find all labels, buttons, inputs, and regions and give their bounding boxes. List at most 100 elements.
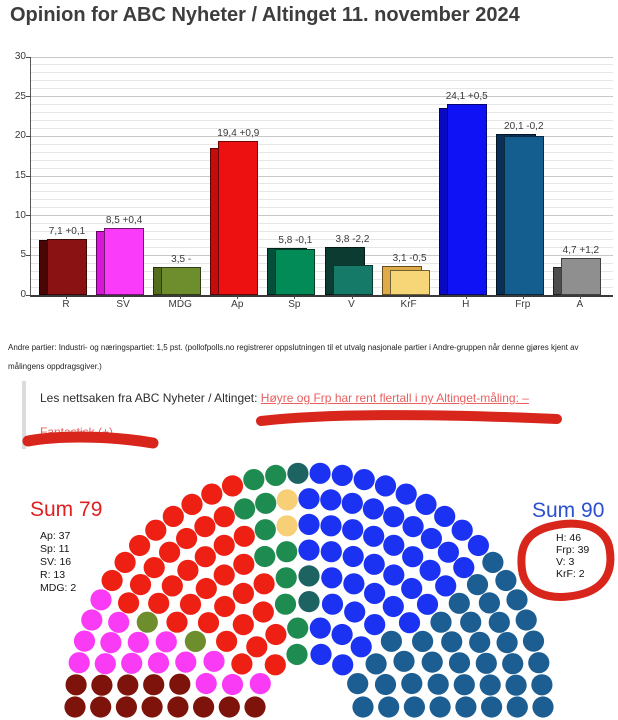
y-axis-tick: [26, 175, 31, 177]
seat-H: [382, 595, 404, 618]
seat-Ap: [179, 593, 202, 615]
right-bloc-item: V: 3: [556, 556, 575, 568]
seat-H: [321, 593, 344, 615]
seat-H: [343, 573, 365, 595]
seat-Sp: [274, 593, 297, 615]
seat-SV: [249, 673, 271, 695]
seat-Frp: [515, 609, 537, 631]
seat-H: [416, 593, 439, 615]
seat-H: [420, 527, 442, 550]
seat-H: [341, 492, 363, 514]
seat-Frp: [429, 696, 451, 718]
seat-SV: [81, 609, 103, 631]
seat-Ap: [162, 505, 184, 527]
seat-Ap: [231, 653, 253, 675]
seat-Frp: [475, 652, 497, 674]
seat-H: [383, 534, 405, 556]
gridline-major: [31, 215, 613, 217]
seat-Ap: [118, 592, 140, 614]
gridline-minor: [31, 167, 613, 169]
bar-H-current: [446, 103, 487, 295]
left-bloc-item: SV: 16: [40, 556, 72, 568]
seat-Frp: [495, 569, 517, 592]
gridline-minor: [31, 270, 613, 272]
seat-Frp: [528, 652, 550, 674]
y-axis-label: 5: [20, 249, 26, 261]
gridline-minor: [31, 199, 613, 201]
seat-Ap: [197, 612, 220, 634]
seat-H: [362, 498, 384, 520]
article-link-line1[interactable]: Høyre og Frp har rent flertall i ny Alti…: [260, 391, 529, 405]
left-bloc-item: MDG: 2: [40, 582, 77, 594]
seat-SV: [90, 589, 112, 611]
seat-Ap: [253, 573, 275, 595]
seat-Frp: [455, 696, 477, 718]
seat-Frp: [448, 652, 471, 674]
bar-Sp-current: [275, 249, 316, 295]
seat-Frp: [505, 674, 527, 696]
gridline-minor: [31, 80, 613, 82]
bar-value-label-R: 7,1 +0,1: [48, 225, 86, 237]
seat-H: [332, 654, 354, 676]
right-bloc-sum: Sum 90: [532, 499, 605, 522]
footnote-text: Andre partier: Industri- og næringsparti…: [8, 343, 579, 371]
seat-Ap: [194, 546, 216, 568]
seat-Frp: [365, 653, 387, 675]
seat-SV: [203, 650, 225, 672]
seat-R: [91, 674, 113, 696]
seat-R: [169, 673, 191, 695]
seat-SV: [175, 651, 197, 673]
bar-value-label-Sp: 5,8 -0,1: [278, 235, 313, 247]
seat-V: [298, 591, 320, 613]
seat-H: [298, 488, 320, 510]
seat-H: [402, 546, 424, 568]
seat-H: [320, 541, 342, 563]
seat-R: [193, 696, 215, 718]
bar-group-V: 3,8 -2,2: [324, 57, 381, 295]
seat-SV: [221, 673, 244, 696]
seat-SV: [121, 652, 143, 674]
seat-Frp: [506, 696, 528, 718]
seat-Ap: [129, 574, 152, 596]
right-bloc-list: H: 46 Frp: 39 V: 3 KrF: 2: [556, 532, 589, 580]
seat-Frp: [478, 592, 500, 614]
gridline-minor: [31, 88, 613, 90]
gridline-minor: [31, 223, 613, 225]
seat-H: [321, 567, 343, 589]
y-axis-tick: [26, 294, 31, 296]
left-bloc-item: Sp: 11: [40, 543, 70, 555]
seat-Frp: [481, 696, 503, 718]
seat-Sp: [265, 464, 287, 486]
seat-H: [395, 483, 417, 505]
seat-Frp: [531, 674, 553, 696]
gridline-major: [31, 56, 613, 58]
x-axis-tick: [294, 295, 296, 299]
seat-H: [364, 614, 386, 636]
seat-Ap: [232, 582, 254, 604]
seat-Ap: [221, 475, 244, 497]
seat-Ap: [232, 614, 254, 636]
gridline-minor: [31, 246, 613, 248]
seat-Ap: [129, 534, 151, 557]
seat-Ap: [101, 569, 123, 592]
x-axis-label-Ap: Ap: [231, 299, 244, 310]
right-bloc-item: Frp: 39: [556, 544, 590, 556]
seat-Frp: [496, 632, 518, 654]
x-axis-label-H: H: [462, 299, 470, 310]
bar-value-label-SV: 8,5 +0,4: [105, 214, 143, 226]
seat-Frp: [488, 611, 510, 633]
left-bloc-list: Ap: 37 Sp: 11 SV: 16 R: 13 MDG: 2: [40, 530, 76, 595]
seat-H: [402, 516, 424, 538]
seat-H: [342, 519, 364, 541]
seat-H: [353, 469, 375, 491]
bar-group-KrF: 3,1 -0,5: [381, 57, 438, 295]
seat-Ap: [161, 575, 183, 597]
x-axis-tick: [237, 295, 239, 299]
bar-group-R: 7,1 +0,1: [39, 57, 96, 295]
article-link-line2[interactable]: Fantastisk (+): [40, 425, 114, 439]
seat-R: [244, 696, 266, 718]
bar-chart-plot-area: 7,1 +0,1 8,5 +0,4 3,5 - 19,4 +0,9 5,8 -0,1 3,…: [26, 56, 613, 297]
gridline-major: [31, 135, 613, 137]
seat-H: [415, 493, 437, 515]
seat-Ap: [265, 623, 287, 646]
